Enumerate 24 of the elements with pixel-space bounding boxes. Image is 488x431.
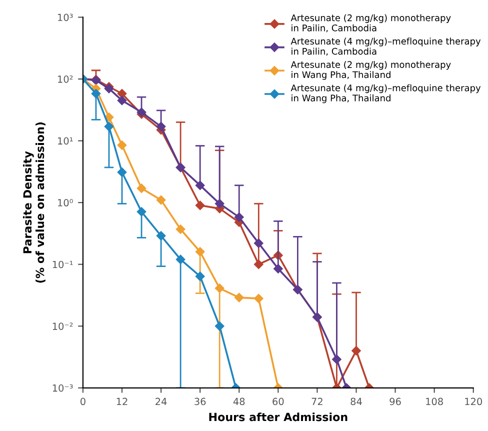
y-tick-label: 10³ [58, 14, 73, 22]
y-tick-label: 10² [58, 75, 73, 83]
y-axis-title: Parasite Density (% of value on admission) [23, 122, 46, 283]
x-tick-label: 0 [80, 398, 86, 406]
legend-label: Artesunate (2 mg/kg) monotherapy in Wang Pha, Thailand [290, 60, 451, 80]
x-tick-label: 96 [390, 398, 401, 406]
x-tick-label: 72 [312, 398, 322, 406]
x-tick-label: 24 [156, 398, 167, 406]
y-tick-label: 10⁻² [52, 322, 73, 330]
legend-label: Artesunate (4 mg/kg)–mefloquine therapy in Wang Pha, Thailand [290, 84, 481, 104]
y-tick-label: 10⁰ [58, 199, 73, 206]
y-tick-label: 10⁻¹ [52, 260, 73, 268]
x-tick-label: 60 [272, 398, 284, 406]
x-tick-label: 48 [233, 398, 245, 406]
x-tick-label: 12 [116, 398, 128, 406]
y-tick-label: 10⁻³ [52, 384, 73, 392]
legend-label: Artesunate (2 mg/kg) monotherapy in Pailin, Cambodia [290, 14, 451, 32]
x-tick-label: 84 [350, 398, 362, 406]
x-axis-title: Hours after Admission [209, 412, 348, 422]
y-tick-label: 10¹ [58, 137, 73, 145]
legend-label: Artesunate (4 mg/kg)–mefloquine therapy in Pailin, Cambodia [290, 38, 481, 56]
x-tick-label: 108 [426, 398, 443, 406]
x-tick-label: 36 [194, 398, 206, 406]
x-tick-label: 120 [465, 398, 482, 406]
